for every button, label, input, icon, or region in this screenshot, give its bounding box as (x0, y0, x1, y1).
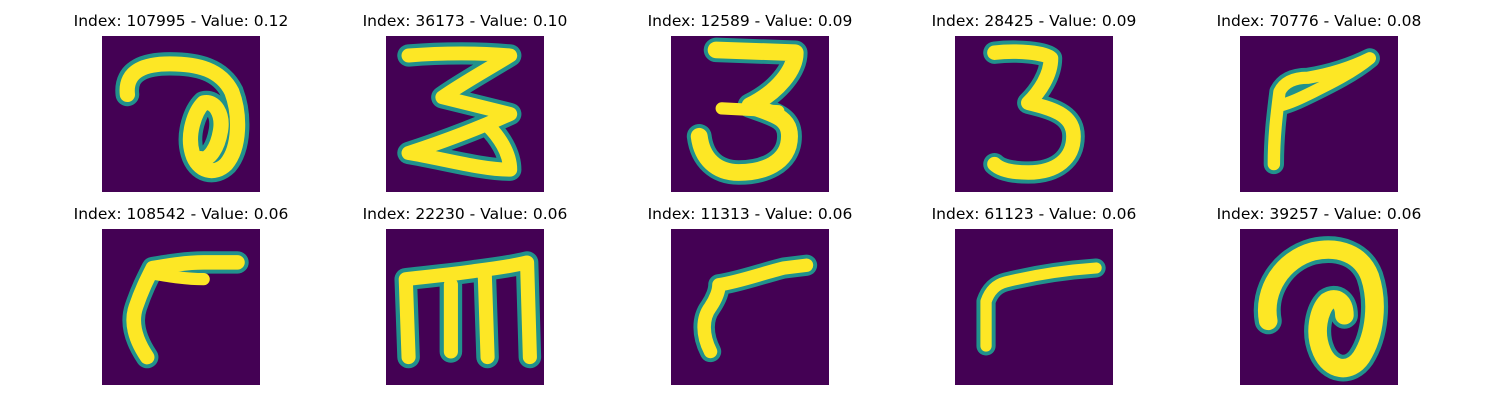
panel-6: Index: 108542 - Value: 0.06 (61, 193, 301, 385)
panel-title: Index: 70776 - Value: 0.08 (1216, 12, 1422, 30)
digit-image-r (1240, 36, 1398, 192)
panel-title: Index: 61123 - Value: 0.06 (931, 205, 1137, 223)
digit-image-3 (386, 36, 544, 192)
panel-title: Index: 39257 - Value: 0.06 (1216, 205, 1422, 223)
digit-image-3 (955, 36, 1113, 192)
digit-image-r (955, 229, 1113, 385)
panel-title: Index: 12589 - Value: 0.09 (647, 12, 853, 30)
panel-1: Index: 107995 - Value: 0.12 (61, 0, 301, 192)
panel-4: Index: 28425 - Value: 0.09 (914, 0, 1154, 192)
panel-title: Index: 28425 - Value: 0.09 (931, 12, 1137, 30)
digit-image-a (102, 36, 260, 192)
digit-image-3 (671, 36, 829, 192)
panel-title: Index: 22230 - Value: 0.06 (362, 205, 568, 223)
digit-image-m (386, 229, 544, 385)
panel-2: Index: 36173 - Value: 0.10 (345, 0, 585, 192)
panel-title: Index: 11313 - Value: 0.06 (647, 205, 853, 223)
digit-image-r (671, 229, 829, 385)
panel-title: Index: 107995 - Value: 0.12 (73, 12, 289, 30)
panel-3: Index: 12589 - Value: 0.09 (630, 0, 870, 192)
panel-title: Index: 36173 - Value: 0.10 (362, 12, 568, 30)
panel-title: Index: 108542 - Value: 0.06 (73, 205, 289, 223)
panel-10: Index: 39257 - Value: 0.06 (1199, 193, 1439, 385)
panel-8: Index: 11313 - Value: 0.06 (630, 193, 870, 385)
panel-5: Index: 70776 - Value: 0.08 (1199, 0, 1439, 192)
digit-image-a (1240, 229, 1398, 385)
digit-image-r (102, 229, 260, 385)
panel-9: Index: 61123 - Value: 0.06 (914, 193, 1154, 385)
panel-7: Index: 22230 - Value: 0.06 (345, 193, 585, 385)
